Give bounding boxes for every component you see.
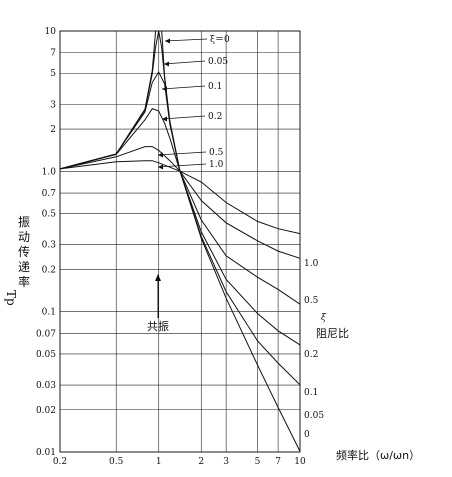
peak-leader xyxy=(157,163,207,168)
curve-labels: ξ＝0 0.05 0.1 0.2 0.5 1.0 1.0 0.5 0.2 0.1 0.05 0 xyxy=(157,35,324,440)
x-tick-label: 1 xyxy=(156,457,162,467)
curve-damping-0-1 xyxy=(59,70,301,346)
peak-leader-arrowhead xyxy=(158,152,163,158)
plot-frame xyxy=(59,30,301,453)
peak-label: ξ＝0 xyxy=(210,35,230,45)
end-label: 0.1 xyxy=(304,388,318,398)
end-label: 0.05 xyxy=(304,411,324,421)
y-tick-label: 0.3 xyxy=(42,241,57,251)
y-tick-label: 0.03 xyxy=(36,381,56,391)
peak-leader-arrowhead xyxy=(158,164,163,170)
y-tick-label: 0.1 xyxy=(42,308,56,318)
peak-leader xyxy=(161,115,206,120)
peak-leader-arrowhead xyxy=(162,116,167,122)
y-tick-label: 0.2 xyxy=(42,265,56,275)
peak-leader xyxy=(161,85,206,90)
end-label: 0.2 xyxy=(304,350,318,360)
peak-leader-arrowhead xyxy=(164,61,169,67)
x-axis-label: 频率比（ω/ωn） xyxy=(336,448,420,462)
y-tick-label: 0.07 xyxy=(36,329,56,339)
x-tick-label: 0.2 xyxy=(53,457,67,467)
tick-labels: 0.2 0.5 1 2 3 5 7 10 0.01 0.02 0.03 0.05 0.07 0.1 0.2 0… xyxy=(36,27,306,467)
x-tick-label: 10 xyxy=(294,457,306,467)
peak-label: 1.0 xyxy=(209,160,224,170)
x-tick-label: 3 xyxy=(223,457,229,467)
x-tick-label: 7 xyxy=(275,457,281,467)
y-tick-label: 3 xyxy=(50,100,56,110)
y-axis-label: 振动传递率 xyxy=(17,215,30,289)
curve-damping-0-5 xyxy=(59,146,301,259)
peak-leader xyxy=(157,151,207,156)
y-tick-label: 10 xyxy=(45,27,57,37)
y-tick-label: 0.5 xyxy=(42,210,57,220)
resonance-arrow-head xyxy=(155,274,161,281)
end-label: 0.5 xyxy=(304,296,319,306)
peak-leader xyxy=(164,38,208,42)
curves xyxy=(59,30,301,452)
peak-leader xyxy=(163,60,206,65)
peak-leader-arrowhead xyxy=(162,86,167,92)
y-tick-label: 0.02 xyxy=(36,406,56,416)
y-axis-symbol: Tp xyxy=(4,290,18,306)
y-tick-label: 1.0 xyxy=(42,167,57,177)
curve-damping-1 xyxy=(59,160,301,235)
y-tick-label: 0.7 xyxy=(42,189,57,199)
grid xyxy=(59,30,301,453)
curve-damping-0-05 xyxy=(59,30,301,386)
legend-title: ξ xyxy=(321,313,327,323)
y-tick-label: 0.01 xyxy=(36,448,56,458)
x-tick-label: 5 xyxy=(255,457,261,467)
curve-damping-0-2 xyxy=(59,107,301,305)
y-tick-label: 0.05 xyxy=(36,350,56,360)
peak-leader-arrowhead xyxy=(165,38,170,44)
end-label: 1.0 xyxy=(304,259,319,269)
peak-label: 0.2 xyxy=(208,112,222,122)
curve-damping-0 xyxy=(59,30,301,452)
resonance-label: 共振 xyxy=(147,319,169,333)
legend-subtitle: 阻尼比 xyxy=(316,327,349,340)
peak-label: 0.5 xyxy=(209,148,224,158)
x-tick-label: 2 xyxy=(198,457,204,467)
y-tick-label: 2 xyxy=(50,125,56,135)
peak-label: 0.05 xyxy=(208,57,228,67)
end-label: 0 xyxy=(304,430,310,440)
x-tick-label: 0.5 xyxy=(109,457,124,467)
y-tick-label: 5 xyxy=(50,69,56,79)
y-tick-label: 7 xyxy=(50,49,56,59)
peak-label: 0.1 xyxy=(208,82,222,92)
